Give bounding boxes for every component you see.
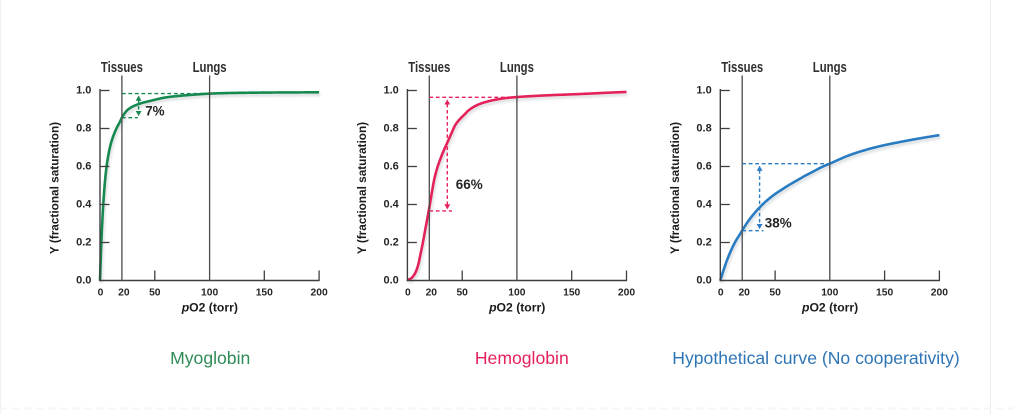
svg-text:200: 200 xyxy=(618,288,635,299)
svg-text:0.6: 0.6 xyxy=(384,161,399,173)
svg-text:Lungs: Lungs xyxy=(193,60,227,76)
svg-text:Tissues: Tissues xyxy=(408,60,450,76)
svg-text:66%: 66% xyxy=(456,177,483,192)
svg-text:50: 50 xyxy=(149,288,161,299)
svg-text:0: 0 xyxy=(718,288,724,299)
svg-text:1.0: 1.0 xyxy=(696,85,711,97)
svg-text:0.6: 0.6 xyxy=(696,161,711,173)
svg-text:0.8: 0.8 xyxy=(384,123,399,135)
svg-text:Y (fractional saturation): Y (fractional saturation) xyxy=(48,122,62,254)
svg-text:Tissues: Tissues xyxy=(101,60,143,76)
svg-text:0.4: 0.4 xyxy=(76,199,92,211)
svg-text:200: 200 xyxy=(311,288,328,299)
svg-text:0.2: 0.2 xyxy=(384,237,399,249)
svg-text:pO2 (torr): pO2 (torr) xyxy=(488,301,545,315)
svg-text:0.6: 0.6 xyxy=(76,161,91,173)
svg-text:0.2: 0.2 xyxy=(76,237,91,249)
svg-text:Tissues: Tissues xyxy=(721,60,763,76)
svg-text:Lungs: Lungs xyxy=(813,60,847,76)
svg-text:150: 150 xyxy=(876,288,893,299)
svg-text:20: 20 xyxy=(426,288,438,299)
svg-text:Lungs: Lungs xyxy=(500,60,534,76)
svg-text:50: 50 xyxy=(769,288,781,299)
svg-text:50: 50 xyxy=(456,288,468,299)
svg-text:38%: 38% xyxy=(765,216,792,231)
svg-text:Hypothetical curve (No coopera: Hypothetical curve (No cooperativity) xyxy=(672,348,959,368)
svg-text:Y (fractional saturation): Y (fractional saturation) xyxy=(355,122,369,254)
svg-text:7%: 7% xyxy=(145,104,164,119)
svg-text:Y (fractional saturation): Y (fractional saturation) xyxy=(668,122,682,254)
svg-text:0.8: 0.8 xyxy=(696,123,711,135)
svg-text:Hemoglobin: Hemoglobin xyxy=(475,348,569,368)
svg-text:20: 20 xyxy=(118,288,130,299)
svg-text:1.0: 1.0 xyxy=(384,85,399,97)
svg-text:0.2: 0.2 xyxy=(696,237,711,249)
svg-text:200: 200 xyxy=(931,288,948,299)
svg-text:0.0: 0.0 xyxy=(76,275,91,287)
svg-text:0.8: 0.8 xyxy=(76,123,91,135)
svg-text:150: 150 xyxy=(256,288,273,299)
svg-text:0.0: 0.0 xyxy=(384,275,399,287)
svg-text:0.0: 0.0 xyxy=(696,275,711,287)
svg-text:100: 100 xyxy=(201,288,218,299)
svg-text:100: 100 xyxy=(821,288,838,299)
svg-text:150: 150 xyxy=(563,288,580,299)
svg-text:0.4: 0.4 xyxy=(384,199,400,211)
svg-text:pO2 (torr): pO2 (torr) xyxy=(181,301,238,315)
svg-text:100: 100 xyxy=(508,288,525,299)
svg-text:1.0: 1.0 xyxy=(76,85,91,97)
svg-text:20: 20 xyxy=(738,288,750,299)
svg-text:pO2 (torr): pO2 (torr) xyxy=(801,301,858,315)
svg-text:0: 0 xyxy=(98,288,104,299)
svg-text:0: 0 xyxy=(405,288,411,299)
svg-text:0.4: 0.4 xyxy=(696,199,712,211)
svg-text:Myoglobin: Myoglobin xyxy=(170,348,250,368)
